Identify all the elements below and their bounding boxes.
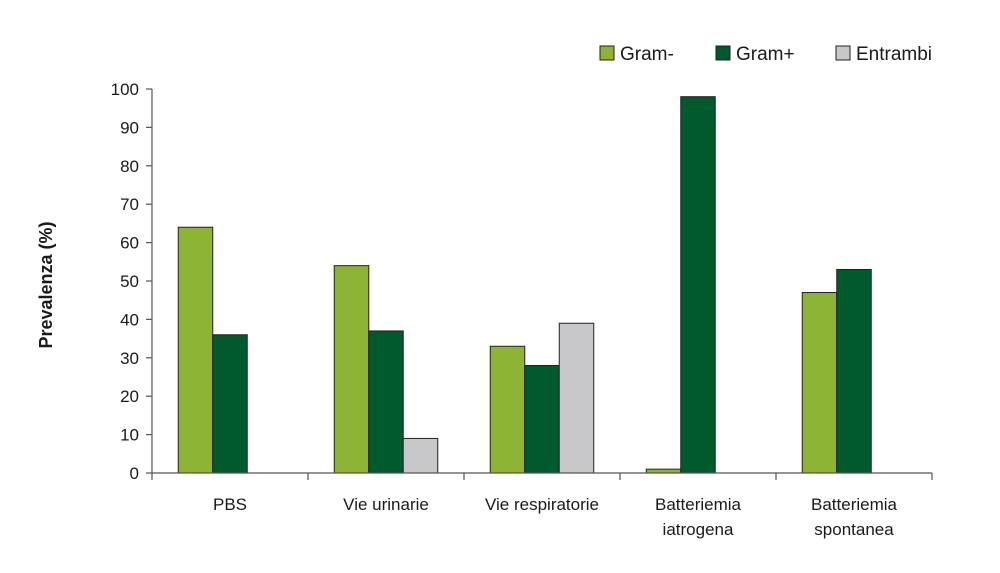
bars: [177, 96, 872, 474]
legend-swatch: [835, 45, 851, 61]
y-tick-label: 0: [130, 464, 139, 483]
bar-entrambi-2: [558, 322, 595, 474]
y-tick-label: 40: [120, 310, 139, 329]
bar-gram--2: [489, 345, 526, 474]
bar-gram--4: [801, 292, 838, 474]
legend-label: Entrambi: [856, 44, 932, 65]
y-axis-label: Prevalenza (%): [36, 221, 56, 348]
y-axis: 0 10 20 30 40 50 60 70 80 90 100: [111, 80, 153, 483]
y-tick-label: 10: [120, 426, 139, 445]
legend-label: Gram-: [620, 44, 674, 65]
y-tick-label: 30: [120, 349, 139, 368]
bar-gram--0: [212, 334, 248, 474]
bar-gram--1: [333, 265, 370, 474]
y-tick-label: 60: [120, 234, 139, 253]
x-category-label: PBS: [213, 495, 247, 514]
bar-gram--0: [177, 226, 214, 474]
x-category-label: Batteriemia: [655, 495, 742, 514]
bar-gram--1: [368, 330, 404, 474]
bar-gram--3: [680, 96, 716, 474]
legend-swatch: [599, 45, 615, 61]
x-axis: PBS Vie urinarie Vie respiratorie Batteriem…: [151, 472, 933, 539]
legend: Gram- Gram+ Entrambi: [599, 44, 932, 65]
y-tick-label: 70: [120, 195, 139, 214]
legend-label: Gram+: [736, 44, 795, 65]
bar-entrambi-1: [402, 437, 439, 474]
bar-gram--4: [836, 268, 872, 474]
x-category-label: Batteriemia: [811, 495, 898, 514]
y-tick-label: 90: [120, 118, 139, 137]
bar-gram--2: [524, 364, 560, 474]
x-category-label: spontanea: [814, 520, 894, 539]
y-tick-label: 50: [120, 272, 139, 291]
x-category-label: iatrogena: [663, 520, 734, 539]
x-category-label: Vie respiratorie: [485, 495, 599, 514]
legend-swatch: [715, 45, 731, 61]
x-category-label: Vie urinarie: [343, 495, 429, 514]
y-tick-label: 20: [120, 387, 139, 406]
y-tick-label: 80: [120, 157, 139, 176]
y-tick-label: 100: [111, 80, 139, 99]
